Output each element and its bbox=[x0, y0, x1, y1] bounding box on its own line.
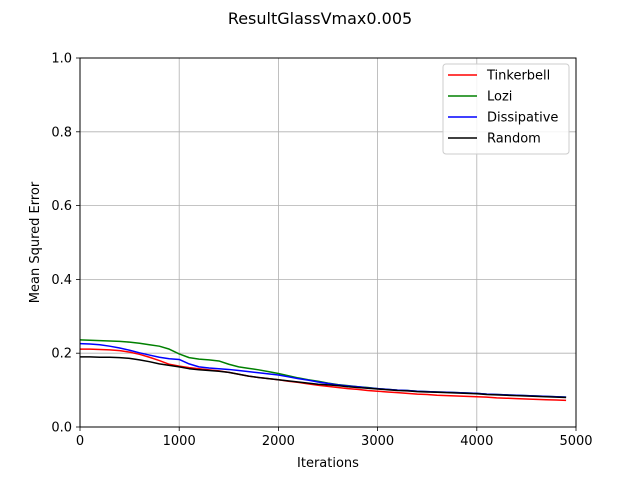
x-tick-label: 3000 bbox=[361, 434, 394, 449]
chart-title: ResultGlassVmax0.005 bbox=[228, 9, 412, 28]
legend-box bbox=[442, 63, 570, 155]
y-tick-label: 0.0 bbox=[51, 421, 72, 436]
x-axis-label: Iterations bbox=[297, 456, 359, 471]
legend-label: Tinkerbell bbox=[486, 69, 550, 84]
legend-label: Dissipative bbox=[487, 111, 558, 126]
series-layer bbox=[79, 339, 567, 402]
y-tick-label: 0.8 bbox=[51, 125, 72, 140]
y-tick-label: 0.4 bbox=[51, 273, 72, 288]
y-tick-label: 1.0 bbox=[51, 52, 72, 67]
y-tick-label: 0.2 bbox=[51, 347, 72, 362]
legend-label: Lozi bbox=[487, 90, 512, 105]
legend: Tinkerbell Lozi Dissipative Random bbox=[442, 63, 570, 155]
tick-layer: 0 1000 2000 3000 4000 5000 0.0 0.2 0.4 0.6 0.8 1.0 bbox=[51, 52, 592, 450]
x-tick-label: 5000 bbox=[559, 434, 592, 449]
plot-frame bbox=[79, 57, 577, 428]
x-tick-label: 2000 bbox=[262, 434, 295, 449]
y-axis-label: Mean Squred Error bbox=[28, 181, 43, 303]
series-line-tinkerbell bbox=[80, 348, 567, 402]
x-tick-label: 4000 bbox=[460, 434, 493, 449]
x-tick-label: 1000 bbox=[163, 434, 196, 449]
legend-label: Random bbox=[487, 132, 541, 147]
series-line-random bbox=[80, 356, 567, 399]
y-tick-label: 0.6 bbox=[51, 199, 72, 214]
x-tick-label: 0 bbox=[76, 434, 84, 449]
